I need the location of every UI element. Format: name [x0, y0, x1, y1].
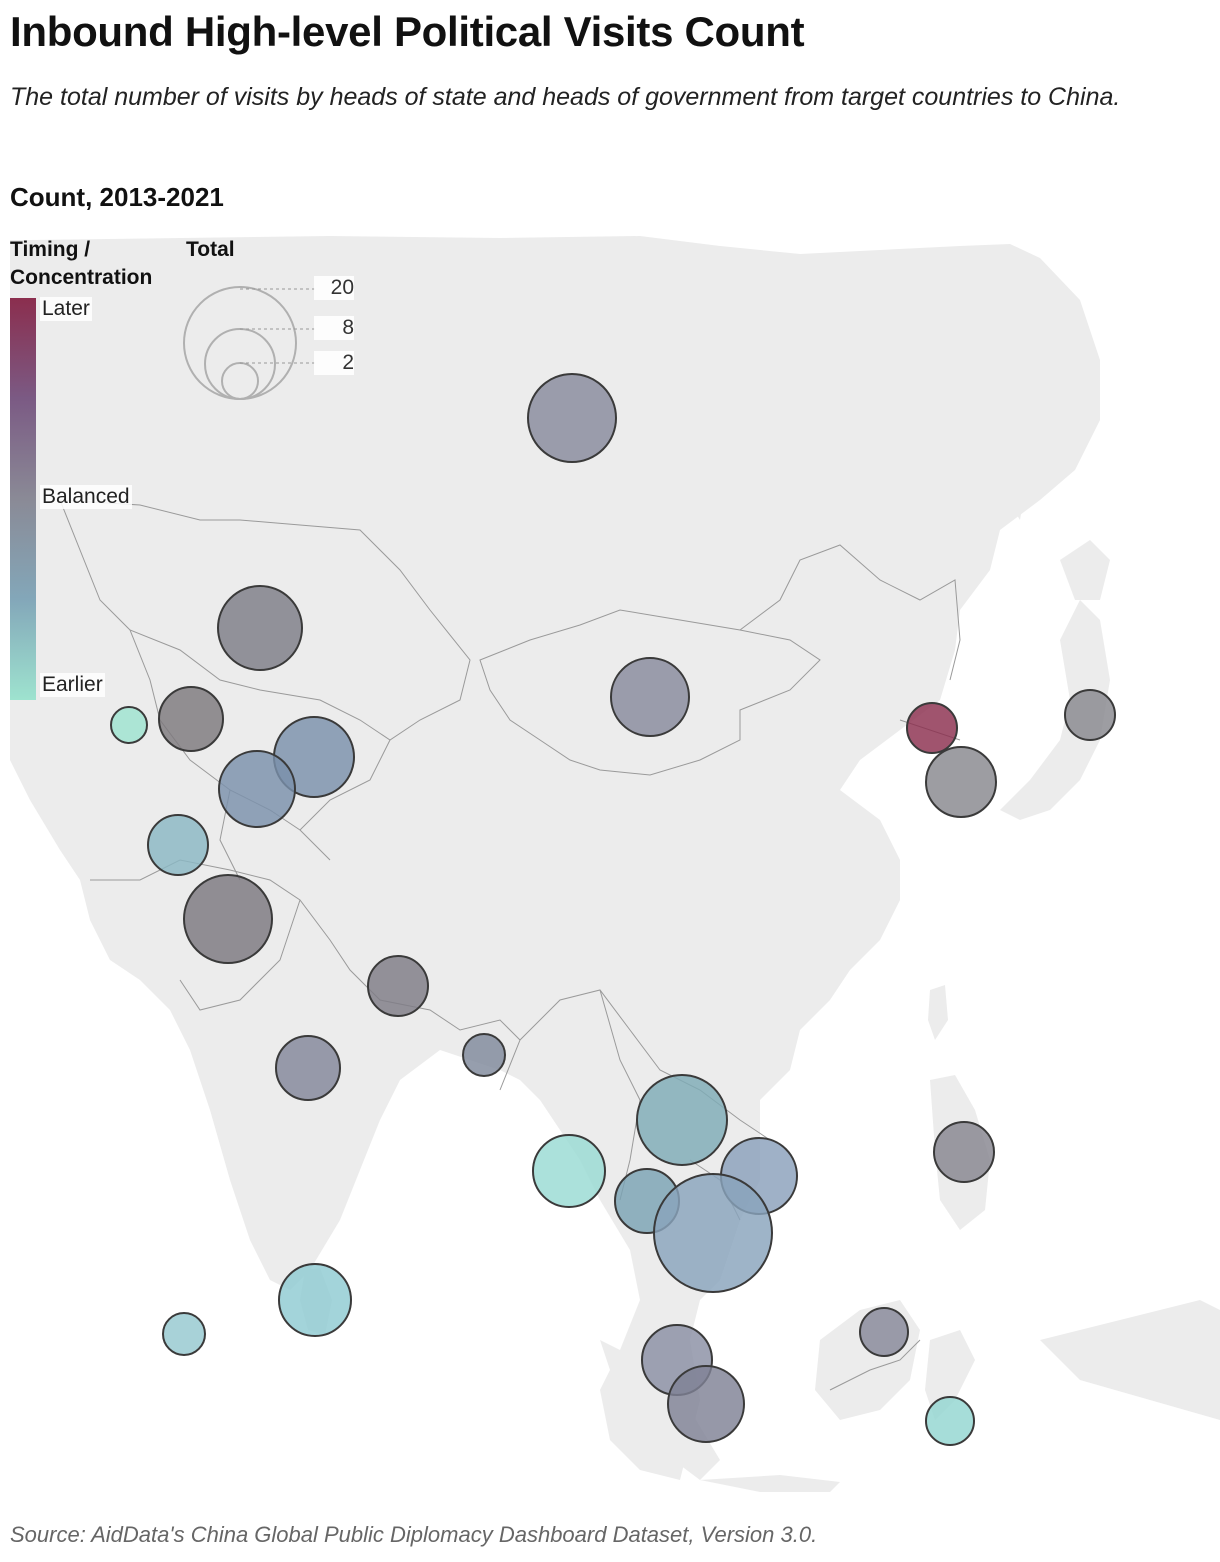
land-java	[700, 1475, 840, 1492]
size-label-20: 20	[314, 276, 354, 300]
bubble-georgia[interactable]	[110, 706, 148, 744]
visit-bubbles	[110, 373, 1116, 1446]
size-legend-title: Total	[186, 238, 235, 261]
bubble-myanmar[interactable]	[532, 1134, 606, 1208]
color-legend-title: Timing / Concentration	[10, 236, 152, 292]
bubble-india[interactable]	[275, 1035, 341, 1101]
land-japan	[1000, 600, 1110, 820]
map-subtitle: The total number of visits by heads of s…	[10, 83, 1121, 111]
size-label-8: 8	[314, 316, 354, 340]
land-hokkaido	[1060, 540, 1110, 600]
bubble-bangladesh[interactable]	[462, 1033, 506, 1077]
border-russia-china	[739, 544, 961, 681]
source-note: Source: AidData's China Global Public Di…	[10, 1522, 818, 1547]
bubble-north-korea[interactable]	[906, 702, 958, 754]
count-label: Count, 2013-2021	[10, 182, 224, 212]
bubble-kazakhstan[interactable]	[217, 585, 303, 671]
land-sulawesi	[925, 1330, 975, 1420]
border-mongolia	[479, 609, 821, 776]
legend-label-later: Later	[40, 297, 92, 321]
legend-label-earlier: Earlier	[40, 673, 105, 697]
size-label-2: 2	[314, 351, 354, 375]
bubble-singapore[interactable]	[667, 1365, 745, 1443]
land-sakhalin	[1008, 380, 1030, 520]
bubble-sri-lanka[interactable]	[278, 1263, 352, 1337]
bubble-south-korea[interactable]	[925, 746, 997, 818]
bubble-mongolia[interactable]	[610, 657, 690, 737]
bubble-brunei[interactable]	[859, 1307, 909, 1357]
color-legend-title-line2: Concentration	[10, 266, 153, 289]
timing-gradient-bar	[10, 298, 36, 700]
land-eurasia	[10, 236, 1100, 1480]
bubble-japan[interactable]	[1064, 689, 1116, 741]
map-title: Inbound High-level Political Visits Coun…	[10, 8, 805, 55]
bubble-pakistan[interactable]	[183, 874, 273, 964]
bubble-uzbekistan[interactable]	[158, 686, 224, 752]
legend-label-balanced: Balanced	[40, 485, 132, 509]
land-sumatra	[600, 1340, 720, 1480]
bubble-timor-leste[interactable]	[925, 1396, 975, 1446]
bubble-nepal[interactable]	[367, 955, 429, 1017]
color-legend	[10, 298, 36, 700]
bubble-russia[interactable]	[527, 373, 617, 463]
size-legend	[183, 286, 318, 400]
land-new-guinea	[1040, 1300, 1220, 1420]
bubble-turkmenistan[interactable]	[147, 814, 209, 876]
bubble-philippines[interactable]	[933, 1121, 995, 1183]
bubble-tajikistan[interactable]	[218, 750, 296, 828]
bubble-laos[interactable]	[636, 1074, 728, 1166]
bubble-maldives[interactable]	[162, 1312, 206, 1356]
border-kazakhstan	[59, 499, 471, 741]
color-legend-title-line1: Timing /	[10, 238, 91, 261]
land-masses	[10, 236, 1220, 1492]
bubble-cambodia[interactable]	[653, 1173, 773, 1293]
border-borneo	[829, 1339, 921, 1391]
land-taiwan	[928, 985, 948, 1040]
